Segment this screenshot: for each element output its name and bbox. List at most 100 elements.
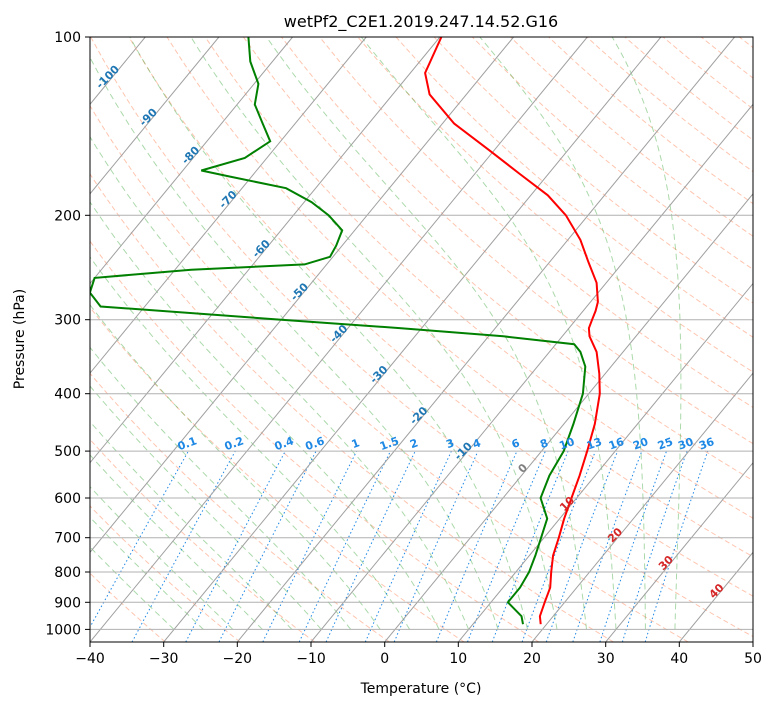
mixing-ratio-line xyxy=(545,450,619,642)
skewed-isotherm xyxy=(605,461,753,642)
x-tick-label: 50 xyxy=(744,651,762,667)
dry-adiabat xyxy=(281,37,753,445)
y-tick-label: 900 xyxy=(54,595,81,611)
skewed-isotherm xyxy=(531,372,753,642)
dry-adiabat xyxy=(90,306,465,642)
mixing-ratio-line xyxy=(644,450,709,642)
x-tick-label: 40 xyxy=(670,651,688,667)
dry-adiabat xyxy=(166,37,753,558)
moist-adiabat xyxy=(90,56,499,630)
y-axis-label: Pressure (hPa) xyxy=(12,289,28,389)
dry-adiabat xyxy=(90,505,241,642)
pressure-gridlines xyxy=(90,37,753,630)
mixing-ratio-line xyxy=(621,450,688,642)
mixing-ratio-line xyxy=(521,450,596,642)
y-tick-label: 500 xyxy=(54,444,81,460)
moist-adiabat xyxy=(190,37,558,630)
moist-adiabat xyxy=(90,546,175,630)
dry-adiabat xyxy=(90,438,316,642)
dry-adiabat xyxy=(90,173,614,642)
moist-adiabat xyxy=(479,37,646,630)
mixing-ratio-label: 0.1 xyxy=(176,434,199,453)
moist-adiabat xyxy=(266,37,587,630)
moist-adiabat xyxy=(611,37,682,630)
y-axis: 100 200 300 400 500 600 700 800 900 1000 xyxy=(45,30,90,638)
skewed-isotherm xyxy=(310,103,753,642)
x-tick-label: −30 xyxy=(149,651,179,667)
x-tick-label: −10 xyxy=(296,651,326,667)
dry-adiabat xyxy=(433,37,753,304)
mixing-ratio-label: 4 xyxy=(471,436,483,451)
moist-adiabat xyxy=(90,516,204,630)
moist-adiabat xyxy=(90,346,352,630)
y-tick-label: 800 xyxy=(54,565,81,581)
skewed-isotherm xyxy=(457,282,753,642)
profile-lines xyxy=(90,37,601,625)
mixing-ratio-label: 1 xyxy=(350,436,362,451)
skewed-isotherm xyxy=(90,37,441,464)
dry-adiabat xyxy=(204,37,753,519)
mixing-ratio-label: 13 xyxy=(585,435,604,452)
mixing-ratio-label: 20 xyxy=(631,435,650,453)
mixing-ratio-line xyxy=(393,450,479,642)
mixing-ratio-label: 36 xyxy=(697,435,716,453)
mixing-ratio-line xyxy=(218,450,317,642)
mixing-ratio-label: 1.5 xyxy=(378,434,401,453)
dry-adiabat xyxy=(90,104,689,642)
moist-adiabat xyxy=(90,304,381,630)
x-tick-label: 20 xyxy=(523,651,541,667)
mixing-ratio-line xyxy=(599,450,667,642)
x-tick-label: 0 xyxy=(380,651,389,667)
dewpoint-profile xyxy=(90,37,587,625)
dry-adiabat xyxy=(90,240,540,642)
mixing-ratio-label: 0.4 xyxy=(273,434,296,453)
x-axis: −40 −30 −20 −10 0 10 20 30 40 50 xyxy=(75,642,762,667)
skewed-isotherm xyxy=(236,37,735,642)
x-tick-label: −40 xyxy=(75,651,105,667)
y-tick-label: 400 xyxy=(54,387,81,403)
mixing-ratio-label: 30 xyxy=(676,435,695,453)
mixing-ratio-label: 0.6 xyxy=(304,434,327,453)
plot-frame xyxy=(89,36,754,643)
mixing-ratio-label: 3 xyxy=(444,436,456,451)
mixing-ratio-line xyxy=(364,450,452,642)
y-tick-label: 700 xyxy=(54,531,81,547)
mixing-ratio-label: 8 xyxy=(538,436,550,451)
mixing-ratio-line xyxy=(262,450,358,642)
mixing-ratio-line xyxy=(491,450,569,642)
moist-adiabat xyxy=(129,37,529,630)
mixing-ratio-label: 16 xyxy=(607,435,626,453)
mixing-ratio-label: 6 xyxy=(510,436,522,451)
skewed-isotherm xyxy=(90,37,293,285)
x-axis-label: Temperature (°C) xyxy=(360,681,482,697)
mixing-ratio-label: 10 xyxy=(557,435,576,453)
dry-adiabat xyxy=(395,37,753,338)
x-tick-label: 10 xyxy=(449,651,467,667)
mixing-ratio-line xyxy=(435,450,518,642)
mixing-ratio-label: 0.2 xyxy=(223,434,246,453)
mixing-ratio-line xyxy=(467,450,546,642)
moist-adiabat xyxy=(90,385,322,630)
background-lines xyxy=(90,37,753,642)
skewed-isotherm xyxy=(90,37,588,642)
y-tick-label: 300 xyxy=(54,313,81,329)
moist-adiabat xyxy=(360,37,617,630)
moist-adiabat xyxy=(90,256,411,630)
skewed-isotherm xyxy=(163,37,662,642)
x-tick-label: 30 xyxy=(597,651,615,667)
mixing-ratio-label: 25 xyxy=(656,435,675,452)
mixing-ratio-label: 2 xyxy=(408,436,420,451)
skewed-isotherm xyxy=(90,37,367,374)
skewed-isotherm xyxy=(90,37,220,195)
y-tick-label: 100 xyxy=(54,30,81,46)
y-tick-label: 1000 xyxy=(45,622,81,638)
moist-adiabat xyxy=(90,201,440,630)
temperature-profile xyxy=(424,37,601,625)
mixing-ratio-line xyxy=(572,450,643,642)
x-tick-label: −20 xyxy=(223,651,253,667)
mixing-ratio-line xyxy=(90,450,189,629)
skewed-isotherm xyxy=(90,37,514,554)
mixing-ratio-line xyxy=(131,450,236,642)
